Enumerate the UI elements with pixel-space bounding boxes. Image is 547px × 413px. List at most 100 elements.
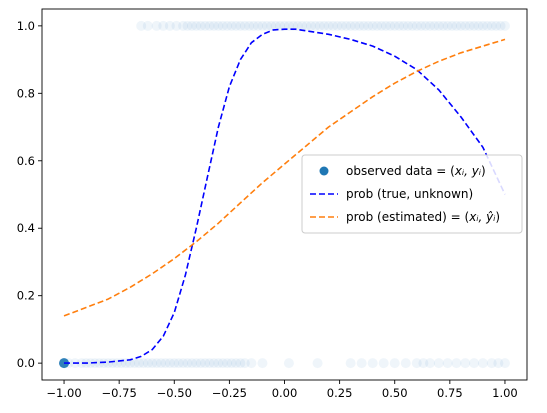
scatter-point [244, 20, 255, 31]
scatter-point [292, 20, 303, 31]
scatter-point [389, 20, 400, 31]
scatter-point [420, 20, 431, 31]
scatter-point [425, 358, 435, 369]
scatter-point [217, 20, 228, 31]
scatter-point [469, 20, 480, 31]
scatter-point [345, 20, 356, 31]
scatter-point [204, 358, 215, 369]
scatter-point [173, 358, 184, 369]
axes-layer: −1.00 −0.75 −0.50 −0.25 0.00 0.25 0.50 0.75 1.00… [17, 8, 528, 400]
scatter-point [186, 20, 197, 31]
scatter-point [94, 358, 105, 369]
scatter-point [200, 20, 211, 31]
scatter-point [136, 20, 147, 31]
scatter-point [433, 20, 444, 31]
y-tick-label: 0.6 [17, 154, 35, 168]
scatter-point [310, 20, 321, 31]
scatter-point [261, 20, 272, 31]
scatter-point [486, 20, 497, 31]
scatter-point [394, 20, 405, 31]
scatter-point [367, 20, 378, 31]
scatter-point [222, 358, 233, 369]
scatter-point [301, 20, 312, 31]
scatter-point [385, 20, 396, 31]
x-tick-label: 0.50 [382, 386, 408, 400]
legend-box [301, 154, 523, 234]
scatter-point [429, 20, 440, 31]
scatter-point [477, 20, 488, 31]
scatter-point [98, 358, 109, 369]
estimated-prob-line [63, 38, 506, 317]
scatter-point [416, 20, 427, 31]
scatter-point [257, 20, 268, 31]
x-tick-label: 0.25 [327, 386, 353, 400]
scatter-point [217, 358, 228, 369]
scatter-point [372, 20, 383, 31]
scatter-point [222, 20, 233, 31]
scatter-point [151, 20, 162, 31]
scatter-point [156, 358, 167, 369]
scatter-point [178, 20, 189, 31]
scatter-point [195, 20, 206, 31]
scatter-point [314, 20, 325, 31]
scatter-point [464, 20, 475, 31]
y-tick-label: 0.4 [17, 221, 35, 235]
scatter-point [142, 20, 153, 31]
scatter-point [354, 20, 365, 31]
scatter-point [402, 20, 413, 31]
scatter-point [85, 358, 96, 369]
scatter-point [469, 358, 480, 369]
scatter-point [460, 358, 471, 369]
scatter-point [499, 358, 510, 369]
scatter-point [164, 20, 175, 31]
scatter-point [332, 20, 343, 31]
scatter-point [425, 20, 435, 31]
scatter-point [160, 358, 171, 369]
scatter-point [191, 358, 202, 369]
scatter-point [208, 358, 219, 369]
scatter-point [235, 20, 246, 31]
scatter-point [239, 358, 250, 369]
scatter-point [350, 20, 361, 31]
scatter-point [499, 20, 510, 31]
true-prob-line [64, 28, 506, 364]
scatter-point [398, 20, 409, 31]
y-tick-label: 0.0 [17, 356, 35, 370]
scatter-point [473, 20, 484, 31]
scatter-point [182, 358, 193, 369]
scatter-point [442, 358, 453, 369]
x-tick-label: 1.00 [492, 386, 518, 400]
scatter-point [158, 20, 169, 31]
scatter-point [345, 358, 356, 369]
scatter-point [323, 20, 334, 31]
scatter-point [151, 358, 162, 369]
scatter-point [451, 20, 462, 31]
scatter-point [231, 20, 241, 31]
scatter-point [376, 20, 387, 31]
scatter-point [147, 358, 158, 369]
scatter-point [358, 20, 369, 31]
legend-label: prob (true, unknown) [346, 187, 473, 201]
scatter-point [363, 20, 374, 31]
scatter-point [356, 358, 367, 369]
x-tick-label: −0.75 [102, 386, 137, 400]
y-tick-label: 1.0 [17, 19, 35, 33]
scatter-point [288, 20, 299, 31]
scatter-point [195, 358, 206, 369]
scatter-point [378, 358, 389, 369]
scatter-point [283, 20, 294, 31]
scatter-point [76, 358, 87, 369]
scatter-point [341, 20, 352, 31]
y-tick-label: 0.2 [17, 289, 35, 303]
scatter-point [442, 20, 453, 31]
scatter-point [305, 20, 316, 31]
scatter-point [460, 20, 471, 31]
scatter-point [482, 20, 493, 31]
scatter-point [275, 20, 286, 31]
scatter-point [178, 358, 189, 369]
scatter-point [142, 358, 153, 369]
scatter-point [279, 20, 290, 31]
x-tick-label: 0.75 [437, 386, 463, 400]
scatter-point [204, 20, 215, 31]
x-tick-label: −1.00 [46, 386, 81, 400]
